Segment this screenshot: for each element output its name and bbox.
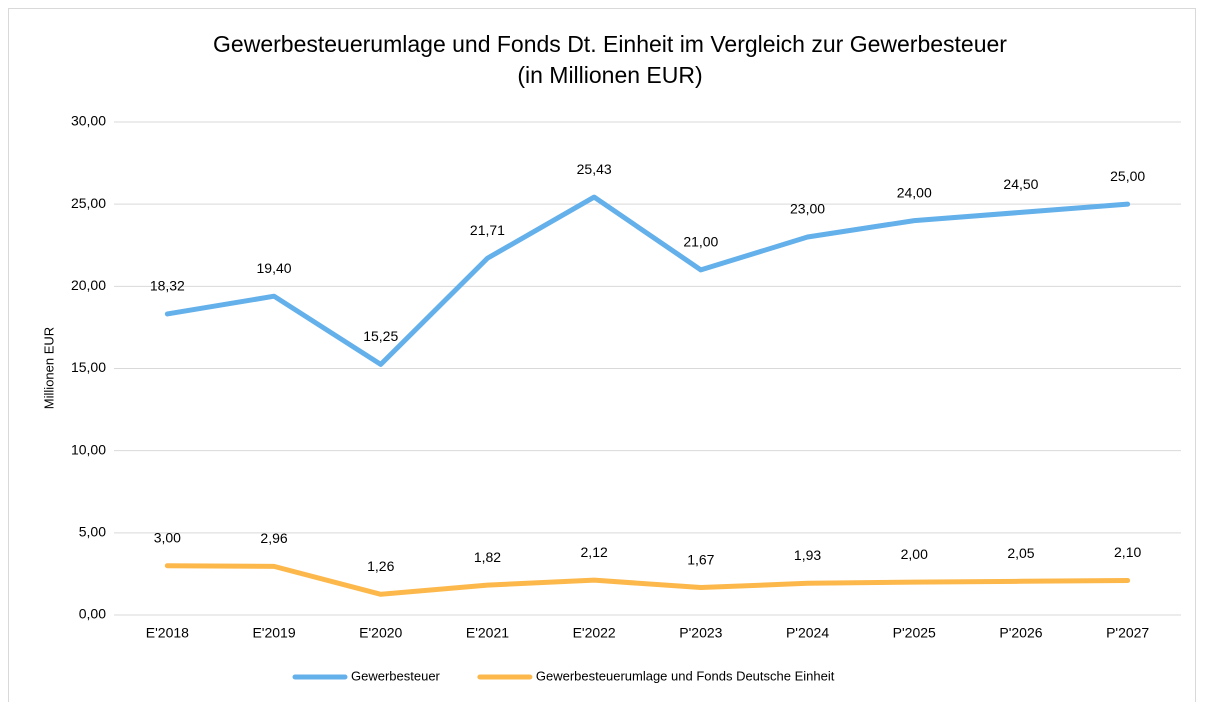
data-label: 2,00 — [901, 546, 928, 562]
data-label: 1,82 — [474, 549, 501, 565]
data-label: 2,96 — [260, 530, 287, 546]
x-tick-label: P'2027 — [1106, 625, 1149, 641]
data-label: 25,43 — [577, 161, 612, 177]
x-tick-label: E'2020 — [359, 625, 402, 641]
data-label: 2,10 — [1114, 544, 1141, 560]
y-tick-label: 15,00 — [71, 359, 106, 375]
x-tick-label: E'2019 — [252, 625, 295, 641]
data-label: 1,26 — [367, 558, 394, 574]
data-label: 2,12 — [581, 544, 608, 560]
chart-title: Gewerbesteuerumlage und Fonds Dt. Einhei… — [213, 31, 1007, 57]
data-label: 1,93 — [794, 547, 821, 563]
chart-subtitle: (in Millionen EUR) — [517, 62, 702, 88]
data-label: 24,50 — [1003, 176, 1038, 192]
data-label: 18,32 — [150, 278, 185, 294]
x-tick-label: E'2022 — [573, 625, 616, 641]
chart-frame — [8, 8, 1196, 702]
y-tick-label: 25,00 — [71, 195, 106, 211]
data-label: 3,00 — [154, 529, 181, 545]
y-tick-label: 30,00 — [71, 113, 106, 129]
data-label: 15,25 — [363, 328, 398, 344]
data-label: 24,00 — [897, 184, 932, 200]
data-label: 19,40 — [257, 260, 292, 276]
x-tick-label: P'2026 — [999, 625, 1042, 641]
x-tick-label: P'2025 — [893, 625, 936, 641]
y-axis-label: Millionen EUR — [41, 327, 56, 409]
x-tick-label: P'2023 — [679, 625, 722, 641]
data-label: 25,00 — [1110, 168, 1145, 184]
data-label: 21,00 — [683, 234, 718, 250]
legend-label: Gewerbesteuerumlage und Fonds Deutsche E… — [536, 668, 835, 683]
y-tick-label: 10,00 — [71, 441, 106, 457]
data-label: 21,71 — [470, 222, 505, 238]
legend-label: Gewerbesteuer — [351, 668, 441, 683]
y-tick-label: 5,00 — [79, 524, 106, 540]
x-tick-label: E'2021 — [466, 625, 509, 641]
y-tick-label: 0,00 — [79, 606, 106, 622]
y-tick-label: 20,00 — [71, 277, 106, 293]
data-label: 2,05 — [1007, 545, 1034, 561]
series-line — [164, 194, 1131, 367]
data-label: 23,00 — [790, 201, 825, 217]
x-tick-label: E'2018 — [146, 625, 189, 641]
data-label: 1,67 — [687, 551, 714, 567]
series-line — [164, 563, 1131, 597]
x-tick-label: P'2024 — [786, 625, 829, 641]
